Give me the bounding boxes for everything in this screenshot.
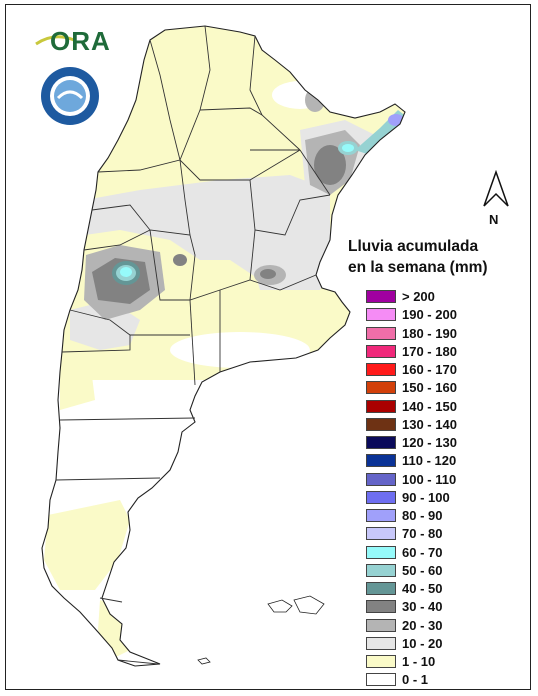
legend-label: 100 - 110 <box>402 471 457 487</box>
legend-label: 80 - 90 <box>402 508 443 523</box>
province-borders <box>41 25 406 667</box>
legend-swatch <box>366 399 396 413</box>
legend-swatch <box>366 290 396 303</box>
legend-label: 190 - 200 <box>402 307 457 323</box>
legend-swatch <box>366 363 396 376</box>
legend-swatch <box>366 545 396 559</box>
legend-label: 110 - 120 <box>402 453 457 469</box>
north-arrow-icon <box>483 170 509 207</box>
legend-label: > 200 <box>402 289 435 304</box>
legend-label: 30 - 40 <box>402 599 443 615</box>
legend-swatch <box>366 472 396 486</box>
legend-label: 180 - 190 <box>402 325 457 341</box>
legend-swatch <box>366 618 396 632</box>
legend-label: 70 - 80 <box>402 526 443 542</box>
legend-swatch <box>366 527 396 541</box>
legend-swatch <box>366 509 396 522</box>
north-label: N <box>489 212 499 227</box>
legend-swatch <box>366 563 396 577</box>
legend-title-line2: en la semana (mm) <box>348 259 488 276</box>
legend-label: 170 - 180 <box>402 343 457 359</box>
legend-swatch <box>366 490 396 504</box>
legend-label: 0 - 1 <box>402 672 429 688</box>
legend-swatch <box>366 655 396 668</box>
legend-label: 150 - 160 <box>402 380 457 396</box>
legend-label: 160 - 170 <box>402 362 457 377</box>
legend-swatch <box>366 600 396 614</box>
legend-label: 130 - 140 <box>402 416 457 432</box>
legend-swatch <box>366 326 396 340</box>
legend-label: 50 - 60 <box>402 562 443 578</box>
legend-swatch <box>366 454 396 468</box>
legend-label: 140 - 150 <box>402 398 457 414</box>
ora-logo-text: ORA <box>50 26 111 56</box>
legend-swatch <box>366 308 396 322</box>
legend-swatch <box>366 344 396 358</box>
legend-label: 90 - 100 <box>402 489 450 505</box>
legend-label: 120 - 130 <box>402 435 457 450</box>
legend-swatch <box>366 436 396 449</box>
legend-swatch <box>366 417 396 431</box>
legend-label: 10 - 20 <box>402 635 443 651</box>
legend-title: Lluvia acumulada en la semana (mm) <box>348 236 488 278</box>
legend-label: 20 - 30 <box>402 617 443 633</box>
legend-swatch <box>366 381 396 395</box>
legend-label: 1 - 10 <box>402 654 436 669</box>
legend-swatch <box>366 582 396 595</box>
legend-label: 40 - 50 <box>402 581 443 596</box>
malvinas-islands <box>197 595 325 665</box>
legend-label: 60 - 70 <box>402 544 443 560</box>
legend-title-line1: Lluvia acumulada <box>348 238 479 255</box>
smn-seal-icon <box>41 67 99 125</box>
legend-swatch <box>366 673 396 687</box>
ora-logo-icon <box>35 35 75 46</box>
legend-swatch <box>366 636 396 650</box>
